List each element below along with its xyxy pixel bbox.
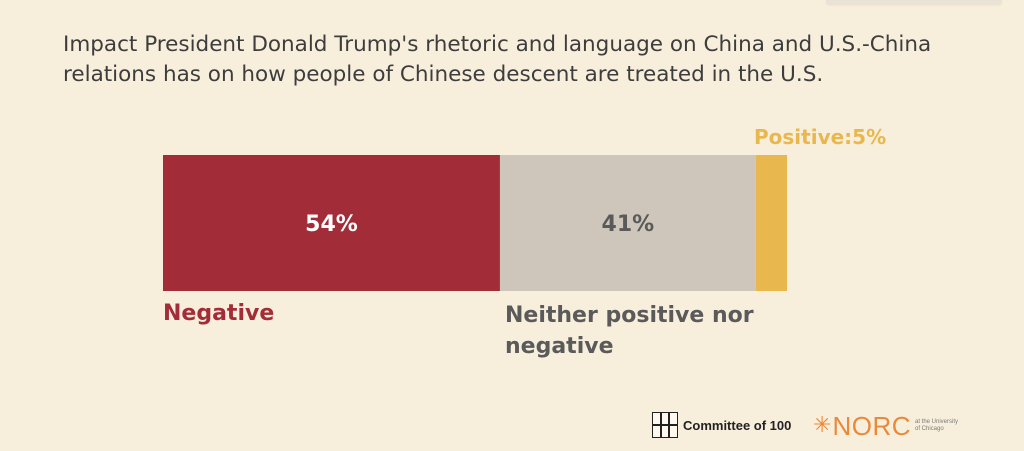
neither-category-label: Neither positive nor negative [505, 300, 754, 362]
bar-segment-neither-positive-nor-negative [499, 155, 756, 291]
norc-logo-subtext: at the University of Chicago [915, 419, 959, 432]
committee-logo-mark [652, 412, 678, 438]
committee-of-100-logo: Committee of 100 [652, 412, 791, 438]
committee-logo-text: Committee of 100 [683, 417, 792, 433]
negative-category-label: Negative [163, 301, 275, 326]
norc-star-icon: ✳ [813, 413, 832, 438]
norc-logo-text: NORC [832, 411, 911, 441]
chart-title: Impact President Donald Trump's rhetoric… [63, 32, 932, 87]
top-decoration [826, 0, 1002, 4]
neither-label-line2: negative [505, 334, 614, 359]
positive-label: Positive:5% [754, 125, 887, 149]
value-label-neither-positive-nor-negative: 41% [602, 212, 655, 237]
neither-label-line1: Neither positive nor [505, 303, 754, 328]
bar-segment-positive [755, 155, 787, 291]
bar-segment-negative [163, 155, 500, 291]
norc-logo: ✳ NORC at the University of Chicago [813, 413, 959, 439]
value-label-negative: 54% [305, 212, 358, 237]
